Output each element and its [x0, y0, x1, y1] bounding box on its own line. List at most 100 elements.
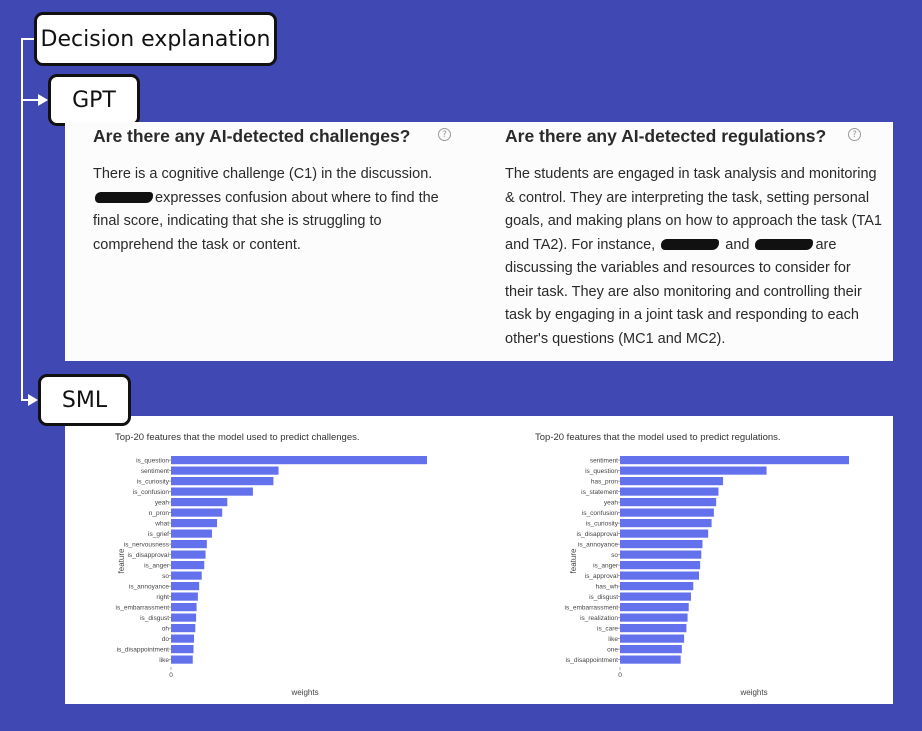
tick-label: oh	[162, 626, 170, 633]
bar	[620, 550, 702, 559]
sml-label: SML	[38, 374, 131, 426]
tick-label: is_grief	[148, 531, 169, 538]
x-tick-label: 0	[618, 672, 622, 679]
challenges-feature-chart: Top-20 features that the model used to p…	[115, 432, 427, 697]
tick-label: sentiment	[590, 458, 618, 465]
tick-label: is_disgust	[140, 615, 169, 622]
tick-label: do	[162, 636, 170, 643]
x-axis-label: weights	[290, 688, 318, 697]
bar	[171, 477, 274, 486]
challenges-line1: There is a cognitive challenge (C1) in t…	[93, 166, 433, 182]
bar	[620, 498, 717, 507]
tick-label: is_approval	[585, 573, 619, 580]
tick-label: is_anger	[593, 563, 619, 570]
tick-label: yeah	[604, 500, 618, 507]
tick-label: is_curiosity	[586, 521, 619, 528]
bar	[171, 634, 195, 643]
regulations-line6: their task. They are also monitoring and…	[505, 283, 862, 300]
bar	[620, 487, 719, 496]
bar	[620, 519, 712, 528]
tick-label: is_question	[585, 468, 618, 475]
y-axis-label: feature	[569, 548, 578, 573]
bar	[171, 582, 200, 591]
tick-label: is_anger	[144, 563, 170, 570]
bar	[171, 655, 193, 664]
bar	[620, 477, 724, 486]
regulations-line4c: are	[815, 236, 837, 253]
challenges-line2: expresses confusion about where to find …	[155, 189, 439, 206]
tick-label: so	[162, 573, 169, 580]
bar	[620, 624, 687, 633]
tick-label: like	[159, 657, 169, 664]
bar	[171, 603, 197, 612]
bar	[171, 645, 194, 654]
gpt-label: GPT	[48, 74, 140, 126]
x-tick-label: 0	[169, 672, 173, 679]
bar	[620, 466, 767, 475]
y-axis-label: feature	[117, 548, 126, 573]
bar	[171, 561, 205, 570]
tick-label: is_disappointment	[566, 657, 619, 664]
tick-label: n_pron	[149, 510, 170, 517]
bar	[171, 508, 223, 517]
tick-label: yeah	[155, 500, 169, 507]
question-circle-icon[interactable]: ?	[848, 128, 861, 141]
bar	[171, 624, 196, 633]
bar	[620, 613, 688, 622]
bar	[171, 498, 228, 507]
tick-label: is_disapproval	[127, 552, 169, 559]
regulations-line5: discussing the variables and resources t…	[505, 260, 851, 276]
redacted-name	[661, 239, 720, 251]
regulations-line4a: and TA2). For instance,	[505, 236, 656, 253]
regulations-text: The students are engaged in task analysi…	[505, 163, 882, 351]
challenges-line3: final score, indicating that she is stru…	[93, 213, 382, 229]
bar	[171, 466, 279, 475]
bar	[620, 508, 714, 517]
tick-label: is_disappointment	[117, 647, 170, 654]
redacted-name	[95, 192, 153, 204]
regulations-title: Are there any AI-detected regulations?	[505, 126, 827, 146]
regulations-line1: The students are engaged in task analysi…	[505, 166, 877, 182]
tick-label: is_question	[136, 458, 169, 465]
tick-label: is_confusion	[133, 489, 170, 496]
bar	[620, 571, 700, 580]
challenges-title: Are there any AI-detected challenges?	[93, 126, 411, 146]
bar	[620, 540, 703, 549]
bar	[171, 529, 212, 538]
tick-label: sentiment	[141, 468, 169, 475]
challenges-text: There is a cognitive challenge (C1) in t…	[93, 163, 439, 257]
bar	[620, 456, 849, 465]
tick-label: is_disapproval	[576, 531, 618, 538]
tick-label: is_annoyance	[578, 542, 618, 549]
bar	[171, 487, 253, 496]
bar	[171, 540, 207, 549]
bar	[171, 592, 198, 601]
tick-label: what	[154, 521, 169, 528]
bar	[620, 634, 685, 643]
bar	[171, 571, 202, 580]
bar	[171, 519, 218, 528]
regulations-line7: task by engaging in a joint task and res…	[505, 307, 859, 323]
bar	[620, 655, 681, 664]
decision-explanation-label: Decision explanation	[34, 12, 277, 66]
bar	[171, 456, 427, 465]
tick-label: is_annoyance	[129, 584, 169, 591]
tick-label: one	[607, 647, 618, 654]
bar	[620, 529, 709, 538]
tick-label: so	[611, 552, 618, 559]
tick-label: is_confusion	[582, 510, 619, 517]
redacted-name	[755, 239, 814, 251]
challenges-line4: comprehend the task or content.	[93, 236, 301, 253]
tick-label: is_realization	[580, 615, 618, 622]
tick-label: has_pron	[591, 479, 618, 486]
bar	[171, 550, 206, 559]
tick-label: is_nervousness	[124, 542, 170, 549]
bar	[171, 613, 197, 622]
tick-label: is_embarrassment	[116, 605, 170, 612]
regulations-line3: goals, and making plans on how to approa…	[505, 213, 882, 229]
tick-label: like	[608, 636, 618, 643]
question-circle-icon[interactable]: ?	[438, 128, 451, 141]
bar	[620, 603, 689, 612]
gpt-panel: Are there any AI-detected challenges? ? …	[65, 122, 893, 361]
